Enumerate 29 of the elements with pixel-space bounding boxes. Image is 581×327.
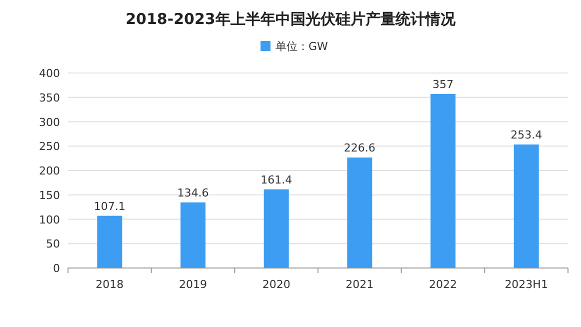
y-tick-label: 200 bbox=[39, 164, 60, 178]
x-tick-label: 2019 bbox=[179, 278, 207, 291]
y-tick-label: 250 bbox=[39, 140, 60, 154]
y-tick-label: 0 bbox=[53, 262, 60, 275]
bar bbox=[514, 144, 539, 268]
x-tick-label: 2018 bbox=[96, 278, 124, 291]
y-tick-label: 400 bbox=[39, 67, 60, 80]
y-tick-label: 300 bbox=[39, 116, 60, 129]
x-tick-label: 2021 bbox=[346, 278, 374, 291]
y-tick-label: 150 bbox=[39, 188, 60, 202]
data-label: 161.4 bbox=[260, 173, 292, 186]
legend-label: 单位：GW bbox=[276, 40, 328, 53]
bar bbox=[347, 158, 372, 268]
data-label: 253.4 bbox=[510, 128, 542, 142]
bar bbox=[97, 216, 122, 268]
data-label: 107.1 bbox=[94, 200, 126, 213]
data-label: 226.6 bbox=[344, 142, 376, 155]
y-tick-label: 350 bbox=[39, 91, 60, 104]
bar bbox=[180, 202, 206, 268]
y-tick-label: 50 bbox=[46, 238, 60, 251]
chart-title: 2018-2023年上半年中国光伏硅片产量统计情况 bbox=[126, 10, 456, 28]
x-tick-label: 2020 bbox=[262, 278, 290, 291]
x-tick-label: 2022 bbox=[429, 278, 457, 291]
x-tick-label: 2023H1 bbox=[504, 278, 548, 291]
data-label: 134.6 bbox=[177, 186, 209, 200]
bar bbox=[430, 94, 456, 268]
y-tick-label: 100 bbox=[39, 213, 60, 226]
bar bbox=[264, 189, 289, 268]
data-label: 357 bbox=[432, 78, 454, 91]
